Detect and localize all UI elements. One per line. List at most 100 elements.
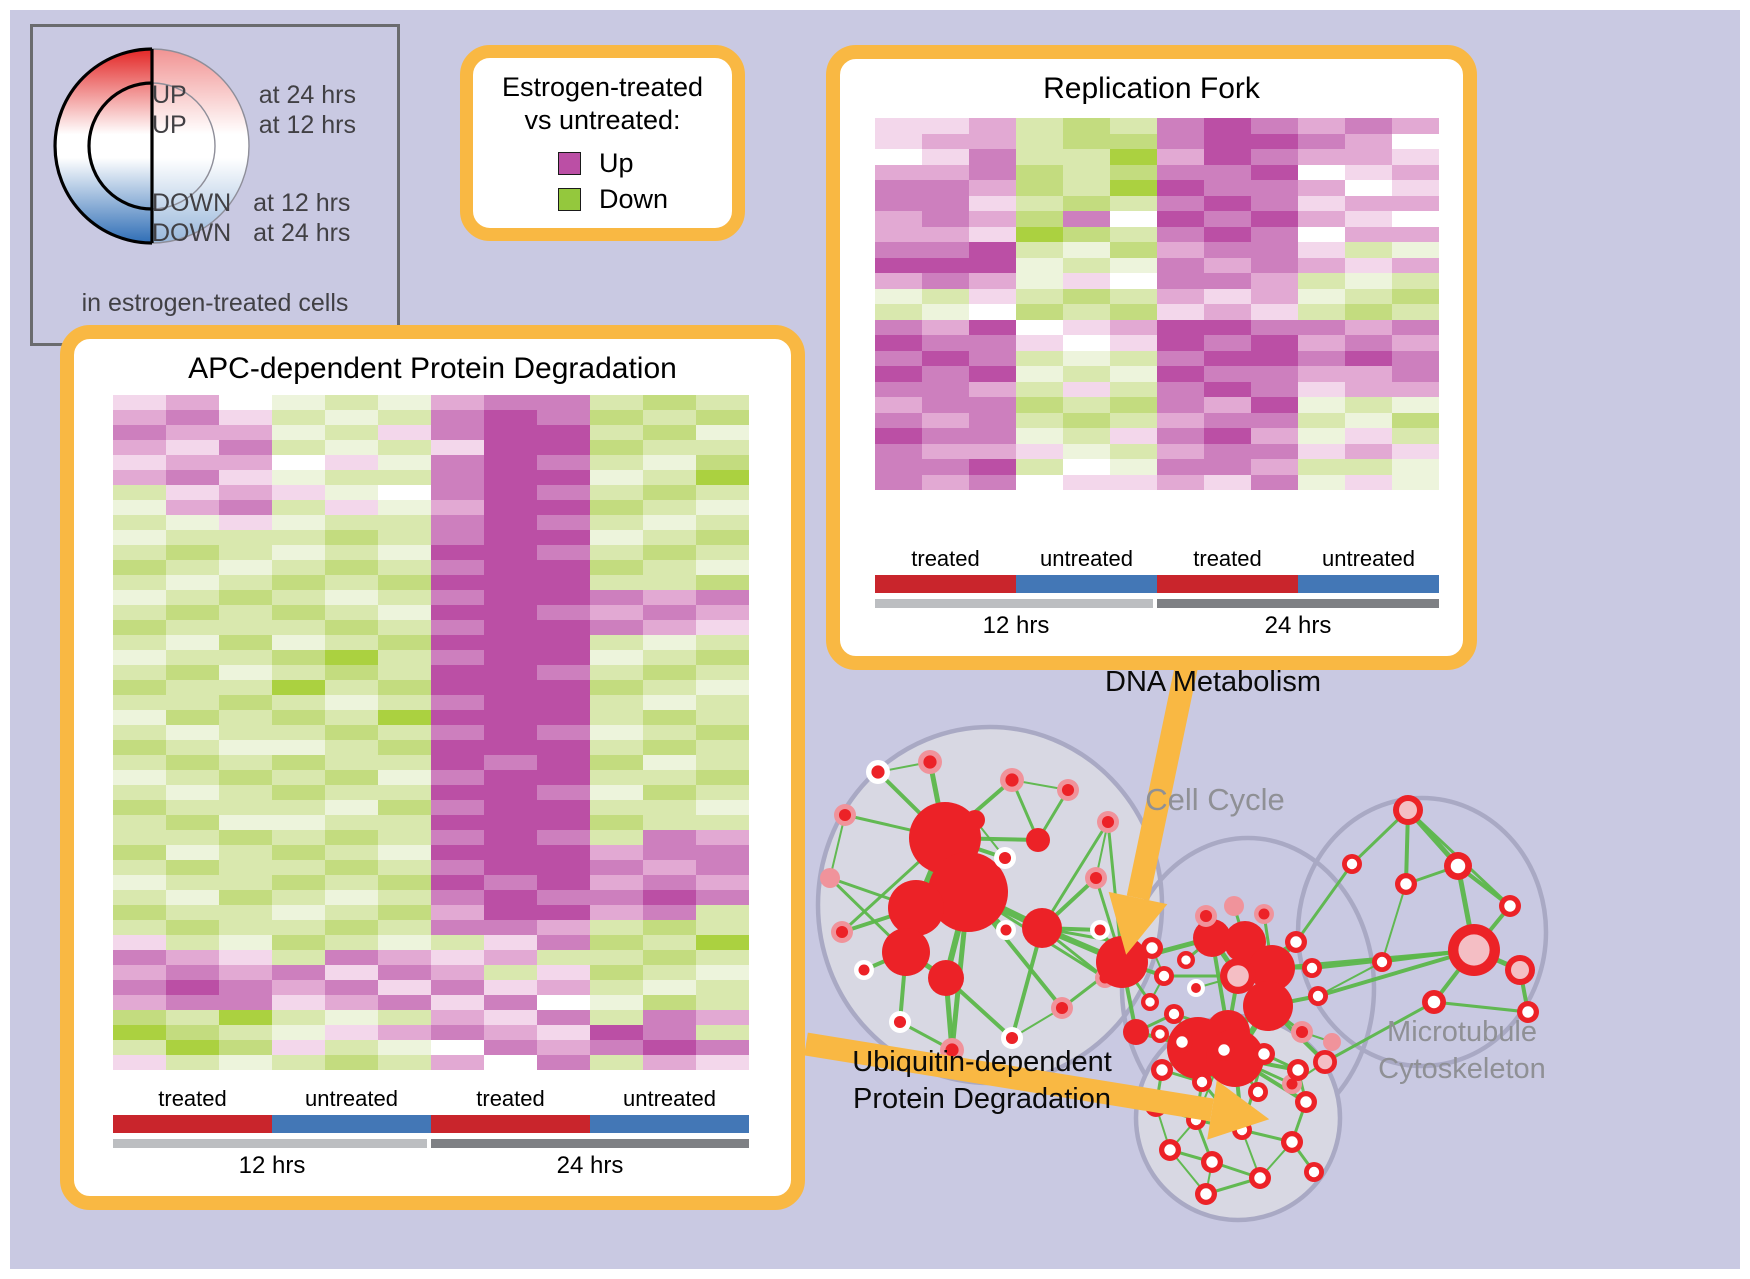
heatmap-cell: [325, 470, 378, 485]
heatmap-cell: [1110, 257, 1157, 273]
heatmap-cell: [325, 410, 378, 425]
heatmap-cell: [922, 133, 969, 149]
heatmap-cell: [431, 680, 484, 695]
heatmap-cell: [325, 815, 378, 830]
heatmap-cell: [378, 980, 431, 995]
heatmap-cell: [590, 755, 643, 770]
heatmap-cell: [696, 1040, 749, 1055]
heatmap-cell: [113, 635, 166, 650]
heatmap-cell: [1063, 180, 1110, 196]
heatmap-cell: [1063, 211, 1110, 227]
heatmap-cell: [922, 319, 969, 335]
heatmap-cell: [484, 665, 537, 680]
heatmap-cell: [1016, 180, 1063, 196]
heatmap-cell: [219, 995, 272, 1010]
heatmap-cell: [378, 875, 431, 890]
heatmap-cell: [484, 770, 537, 785]
heatmap-cell: [922, 118, 969, 134]
heatmap-cell: [325, 500, 378, 515]
heatmap-cell: [1204, 242, 1251, 258]
heatmap-cell: [1251, 164, 1298, 180]
heatmap-cell: [219, 1040, 272, 1055]
heatmap-cell: [1063, 381, 1110, 397]
heatmap-cell: [1345, 133, 1392, 149]
heatmap-cell: [1251, 273, 1298, 289]
heatmap-cell: [113, 1040, 166, 1055]
heatmap-cell: [696, 755, 749, 770]
heatmap-cell: [875, 226, 922, 242]
network-node: [1123, 1019, 1149, 1045]
heatmap-cell: [1063, 443, 1110, 459]
heatmap-cell: [590, 560, 643, 575]
heatmap-cell: [113, 1055, 166, 1070]
heatmap-cell: [113, 725, 166, 740]
network-node: [928, 852, 1008, 932]
heatmap-cell: [219, 875, 272, 890]
heatmap-cell: [378, 1025, 431, 1040]
heatmap-cell: [1298, 304, 1345, 320]
heatmap-cell: [219, 710, 272, 725]
heatmap-cell: [431, 755, 484, 770]
heatmap-cell: [696, 815, 749, 830]
heatmap-cell: [1204, 273, 1251, 289]
network-node: [1022, 908, 1062, 948]
heatmap-cell: [378, 680, 431, 695]
heatmap-cell: [590, 695, 643, 710]
heatmap-cell: [1063, 118, 1110, 134]
heatmap-cell: [325, 545, 378, 560]
legend-row-up24: UP at 24 hrs: [152, 81, 357, 109]
heatmap-cell: [431, 950, 484, 965]
heatmap-cell: [1204, 474, 1251, 490]
heatmap-cell: [325, 665, 378, 680]
heatmap-cell: [1016, 443, 1063, 459]
heatmap-cell: [166, 710, 219, 725]
network-edge: [1381, 883, 1407, 963]
heatmap-cell: [1157, 288, 1204, 304]
heatmap-cell: [1345, 428, 1392, 444]
heatmap-cell: [272, 1025, 325, 1040]
heatmap-cell: [590, 665, 643, 680]
heatmap-cell: [696, 725, 749, 740]
heatmap-cell: [1016, 226, 1063, 242]
apc-12hrs-bar: [113, 1139, 427, 1148]
heatmap-cell: [875, 412, 922, 428]
heatmap-cell: [1110, 211, 1157, 227]
heatmap-cell: [696, 605, 749, 620]
heatmap-cell: [696, 470, 749, 485]
microtubule-label-line1: Microtubule: [1387, 1016, 1537, 1048]
heatmap-cell: [643, 755, 696, 770]
heatmap-cell: [166, 410, 219, 425]
network-node-core: [1300, 1096, 1312, 1108]
heatmap-cell: [696, 500, 749, 515]
heatmap-cell: [696, 1010, 749, 1025]
heatmap-cell: [1110, 118, 1157, 134]
heatmap-cell: [484, 680, 537, 695]
apc-group-label-untreated-12: untreated: [305, 1086, 398, 1111]
rf-untreated-bar-12: [1016, 575, 1157, 593]
heatmap-cell: [537, 1010, 590, 1025]
heatmap-cell: [537, 485, 590, 500]
heatmap-cell: [1110, 226, 1157, 242]
heatmap-cell: [1345, 242, 1392, 258]
heatmap-cell: [1392, 335, 1439, 351]
heatmap-cell: [1251, 133, 1298, 149]
heatmap-cell: [1251, 180, 1298, 196]
heatmap-cell: [643, 530, 696, 545]
cell-cycle-label-line: Cell Cycle: [1145, 782, 1285, 817]
heatmap-cell: [875, 443, 922, 459]
heatmap-cell: [875, 304, 922, 320]
network-node-core: [1168, 1008, 1180, 1020]
heatmap-cell: [272, 485, 325, 500]
heatmap-cell: [1251, 257, 1298, 273]
heatmap-cell: [537, 815, 590, 830]
heatmap-cell: [537, 830, 590, 845]
heatmap-cell: [537, 665, 590, 680]
heatmap-cell: [272, 425, 325, 440]
heatmap-cell: [484, 560, 537, 575]
network-node: [1026, 828, 1050, 852]
heatmap-cell: [1063, 164, 1110, 180]
heatmap-cell: [969, 195, 1016, 211]
heatmap-cell: [113, 575, 166, 590]
heatmap-cell: [1204, 180, 1251, 196]
heatmap-cell: [537, 980, 590, 995]
